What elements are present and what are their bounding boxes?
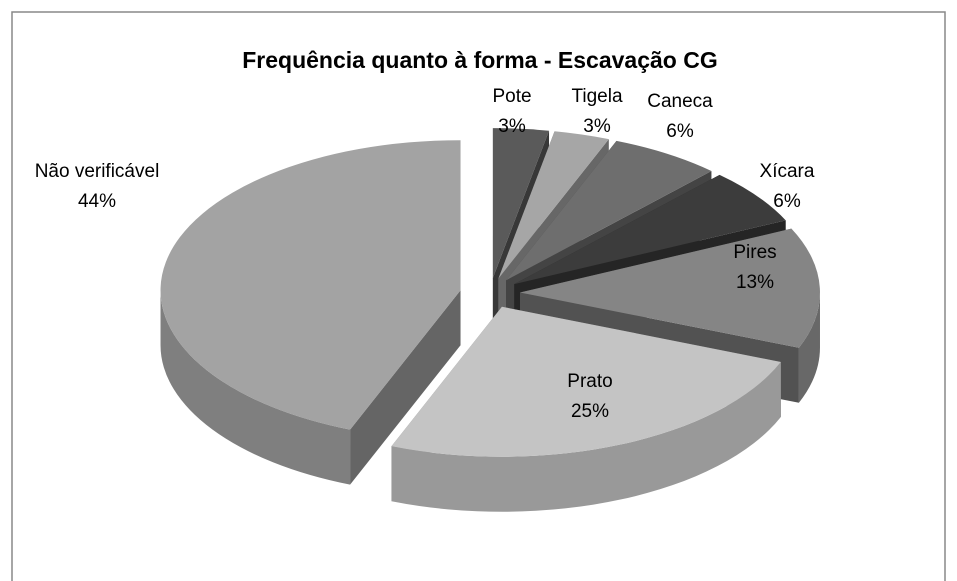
slice-label: Não verificável: [35, 161, 160, 182]
pie-slice: [160, 140, 461, 485]
slice-label: Pires: [733, 242, 776, 263]
slice-value-label: 6%: [666, 121, 694, 142]
slice-label: Xícara: [760, 161, 815, 182]
slice-top: [160, 140, 461, 430]
slice-top: [514, 174, 786, 285]
slice-value-label: 6%: [773, 191, 801, 212]
slice-top: [498, 131, 609, 279]
slice-label: Prato: [567, 371, 612, 392]
slice-side: [350, 290, 461, 485]
slice-top: [391, 306, 781, 457]
slice-value-label: 13%: [736, 272, 774, 293]
slice-label: Pote: [492, 86, 531, 107]
slice-wall: [798, 292, 820, 403]
slice-top: [519, 228, 820, 348]
slice-value-label: 44%: [78, 191, 116, 212]
pie-slice: [391, 306, 781, 512]
slice-top: [506, 140, 712, 281]
slice-value-label: 3%: [498, 116, 526, 137]
slice-value-label: 25%: [571, 401, 609, 422]
slice-value-label: 3%: [583, 116, 611, 137]
slice-label: Tigela: [571, 86, 622, 107]
chart-title: Frequência quanto à forma - Escavação CG: [242, 47, 717, 73]
slice-label: Caneca: [647, 91, 713, 112]
slice-wall: [160, 290, 351, 485]
slice-top: [492, 128, 550, 279]
slice-wall: [391, 361, 781, 512]
